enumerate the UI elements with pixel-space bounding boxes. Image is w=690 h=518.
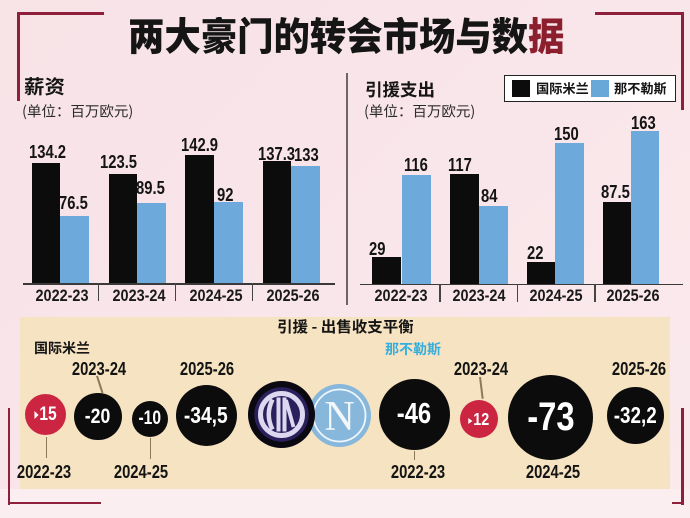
- svg-text:N: N: [324, 394, 354, 440]
